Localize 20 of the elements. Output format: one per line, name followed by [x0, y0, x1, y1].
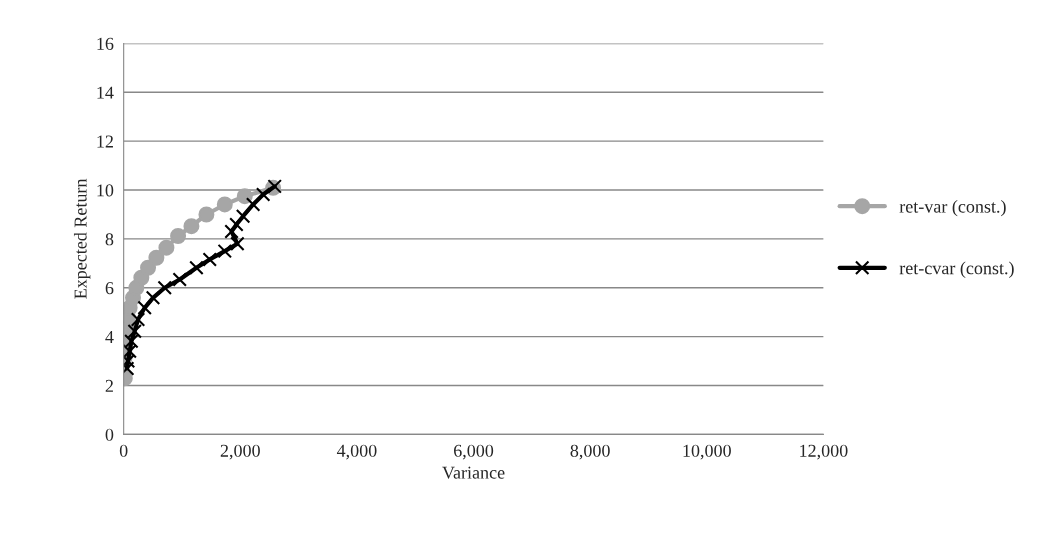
y-axis-title: Expected Return [73, 178, 91, 299]
y-tick-label: 16 [97, 37, 114, 50]
y-tick-label: 12 [97, 135, 113, 148]
legend-label: ret-cvar (const.) [899, 261, 1014, 278]
x-tick-label: 8,000 [570, 444, 610, 460]
y-tick-label: 8 [105, 233, 114, 246]
x-tick-label: 4,000 [336, 444, 377, 460]
x-tick-label: 0 [119, 444, 128, 457]
x-axis-title: Variance [442, 466, 505, 479]
y-tick-label: 6 [105, 282, 114, 295]
y-tick-label: 2 [105, 379, 113, 392]
legend-label: ret-var (const.) [899, 199, 1006, 217]
x-tick-label: 12,000 [800, 444, 848, 460]
y-tick-label: 14 [97, 86, 114, 99]
y-tick-label: 4 [105, 331, 114, 343]
x-tick-label: 2,000 [220, 444, 260, 460]
y-tick-label: 0 [105, 428, 114, 441]
x-tick-label: 10,000 [683, 444, 731, 460]
y-tick-label: 10 [97, 184, 114, 197]
x-tick-label: 6,000 [454, 444, 494, 460]
